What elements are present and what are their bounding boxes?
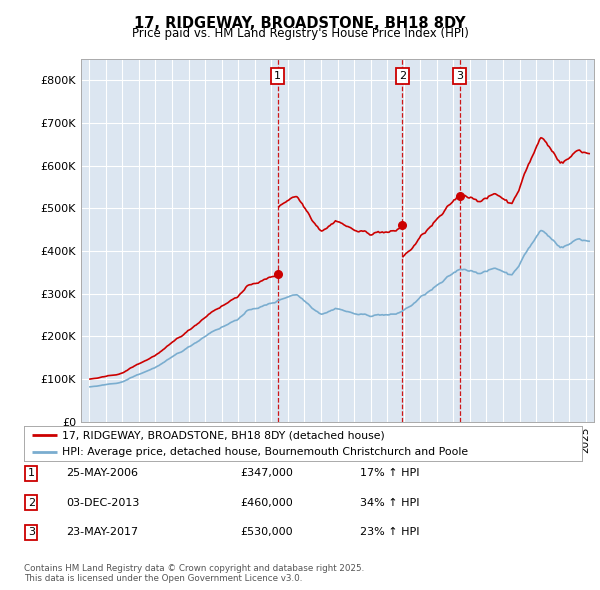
Text: 25-MAY-2006: 25-MAY-2006	[66, 468, 138, 478]
Text: 1: 1	[28, 468, 35, 478]
Text: 23-MAY-2017: 23-MAY-2017	[66, 527, 138, 537]
Text: Price paid vs. HM Land Registry's House Price Index (HPI): Price paid vs. HM Land Registry's House …	[131, 27, 469, 40]
Text: 17, RIDGEWAY, BROADSTONE, BH18 8DY (detached house): 17, RIDGEWAY, BROADSTONE, BH18 8DY (deta…	[62, 430, 385, 440]
Text: 1: 1	[274, 71, 281, 81]
Text: £460,000: £460,000	[240, 498, 293, 507]
Text: 3: 3	[456, 71, 463, 81]
Text: 34% ↑ HPI: 34% ↑ HPI	[360, 498, 419, 507]
Text: 23% ↑ HPI: 23% ↑ HPI	[360, 527, 419, 537]
Text: £530,000: £530,000	[240, 527, 293, 537]
Text: HPI: Average price, detached house, Bournemouth Christchurch and Poole: HPI: Average price, detached house, Bour…	[62, 447, 468, 457]
Text: 17, RIDGEWAY, BROADSTONE, BH18 8DY: 17, RIDGEWAY, BROADSTONE, BH18 8DY	[134, 16, 466, 31]
Text: 2: 2	[28, 498, 35, 507]
Text: 17% ↑ HPI: 17% ↑ HPI	[360, 468, 419, 478]
Text: 3: 3	[28, 527, 35, 537]
Text: £347,000: £347,000	[240, 468, 293, 478]
Text: 2: 2	[399, 71, 406, 81]
Text: Contains HM Land Registry data © Crown copyright and database right 2025.
This d: Contains HM Land Registry data © Crown c…	[24, 563, 364, 583]
Text: 03-DEC-2013: 03-DEC-2013	[66, 498, 139, 507]
